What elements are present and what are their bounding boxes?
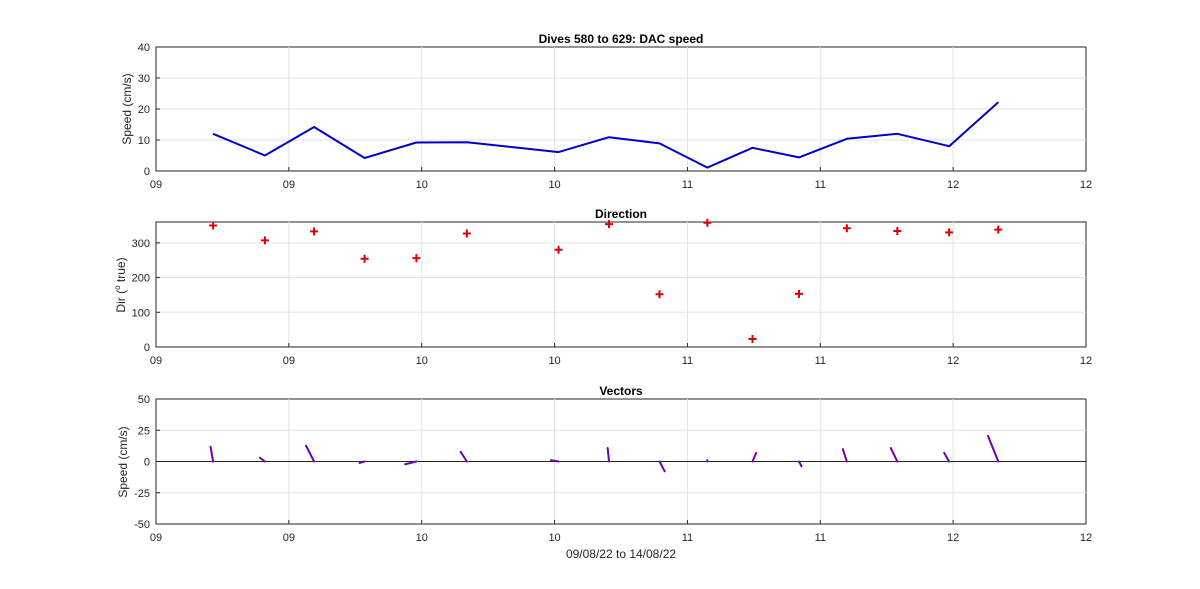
vector-stick (986, 434, 1000, 463)
direction-axes: 09 09 10 10 11 11 12 12 0 100 200 300 (132, 222, 1092, 367)
speed-y-tick-label: 30 (138, 73, 150, 85)
direction-ylabel-prefix: Dir ( (114, 290, 128, 313)
vector-stick (606, 446, 611, 463)
direction-point (994, 225, 1003, 234)
speed-x-tick-label: 10 (548, 179, 560, 191)
speed-y-tick-label: 40 (138, 42, 150, 54)
direction-point (360, 254, 369, 263)
direction-point (462, 229, 471, 238)
direction-x-tick-label: 10 (416, 355, 428, 367)
direction-point (554, 245, 563, 254)
vectors-panel: Vectors Speed (cm/s) 09/08/22 to 14/08/2… (116, 384, 1092, 561)
vectors-y-tick-label: 50 (138, 394, 150, 406)
direction-y-tick-label: 200 (132, 273, 150, 285)
vectors-x-tick-label: 11 (815, 532, 826, 544)
vectors-x-tick-label: 11 (682, 532, 693, 544)
direction-x-tick-label: 11 (682, 355, 693, 367)
speed-x-tick-label: 09 (150, 179, 162, 191)
direction-point (748, 335, 757, 344)
vectors-x-tick-label: 10 (548, 532, 560, 544)
vector-stick (751, 451, 758, 463)
vector-stick (258, 456, 266, 463)
direction-point (310, 227, 319, 236)
direction-point (605, 220, 614, 229)
direction-x-tick-label: 12 (1080, 355, 1092, 367)
direction-point (655, 290, 664, 299)
direction-point (703, 218, 712, 227)
direction-x-tick-label: 09 (283, 355, 295, 367)
speed-x-tick-label: 10 (416, 179, 428, 191)
vectors-y-tick-label: -50 (134, 519, 150, 531)
vectors-panel-title: Vectors (599, 384, 643, 398)
vectors-y-tick-label: 0 (144, 457, 150, 469)
direction-point (842, 224, 851, 233)
vectors-y-tick-label: 25 (138, 425, 150, 437)
vector-stick (358, 460, 366, 464)
speed-series-line (212, 101, 999, 169)
vector-stick (209, 445, 215, 463)
direction-y-tick-label: 0 (144, 342, 150, 354)
direction-point (412, 254, 421, 263)
vector-stick (889, 447, 899, 463)
speed-x-tick-label: 11 (815, 179, 826, 191)
direction-point (260, 236, 269, 245)
direction-x-tick-label: 09 (150, 355, 162, 367)
speed-panel-ylabel: Speed (cm/s) (120, 73, 134, 144)
vector-stick (305, 444, 316, 463)
speed-panel: Dives 580 to 629: DAC speed Speed (cm/s)… (120, 32, 1092, 191)
speed-x-tick-label: 11 (682, 179, 693, 191)
speed-axes: 09 09 10 10 11 11 12 12 0 10 20 30 40 (138, 42, 1092, 191)
vectors-x-tick-label: 10 (416, 532, 428, 544)
vector-stick (459, 450, 468, 463)
direction-panel: Direction Dir (o true) 09 09 10 10 11 11 12 120… (113, 207, 1092, 367)
direction-y-tick-label: 100 (132, 307, 150, 319)
speed-y-tick-label: 20 (138, 104, 150, 116)
speed-y-tick-label: 0 (144, 166, 150, 178)
direction-x-tick-label: 11 (815, 355, 826, 367)
vector-stick (798, 460, 803, 468)
vector-stick (550, 459, 560, 463)
vectors-panel-ylabel: Speed (cm/s) (116, 426, 130, 497)
direction-ylabel-suffix: true) (114, 257, 128, 285)
vectors-x-tick-label: 09 (150, 532, 162, 544)
direction-panel-ylabel: Dir (o true) (113, 257, 128, 312)
vector-stick (404, 460, 418, 466)
speed-x-tick-label: 12 (947, 179, 959, 191)
direction-point (893, 227, 902, 236)
vector-stick (658, 460, 666, 473)
direction-point (945, 228, 954, 237)
speed-x-tick-label: 12 (1080, 179, 1092, 191)
vectors-x-tick-label: 12 (1080, 532, 1092, 544)
direction-y-tick-label: 300 (132, 238, 150, 250)
vector-stick (943, 451, 951, 463)
speed-x-tick-label: 09 (283, 179, 295, 191)
direction-x-tick-label: 10 (548, 355, 560, 367)
vectors-x-tick-label: 09 (283, 532, 295, 544)
direction-plot-area (155, 221, 1087, 348)
direction-ylabel-degree: o (113, 285, 122, 290)
direction-panel-title: Direction (595, 207, 647, 221)
vectors-y-tick-label: -25 (134, 488, 150, 500)
direction-point (209, 221, 218, 230)
figure-xlabel: 09/08/22 to 14/08/22 (566, 547, 676, 561)
direction-x-tick-label: 12 (947, 355, 959, 367)
vector-stick (841, 448, 848, 463)
speed-panel-title: Dives 580 to 629: DAC speed (539, 32, 704, 46)
speed-y-tick-label: 10 (138, 135, 150, 147)
direction-point (795, 289, 804, 298)
vectors-x-tick-label: 12 (947, 532, 959, 544)
